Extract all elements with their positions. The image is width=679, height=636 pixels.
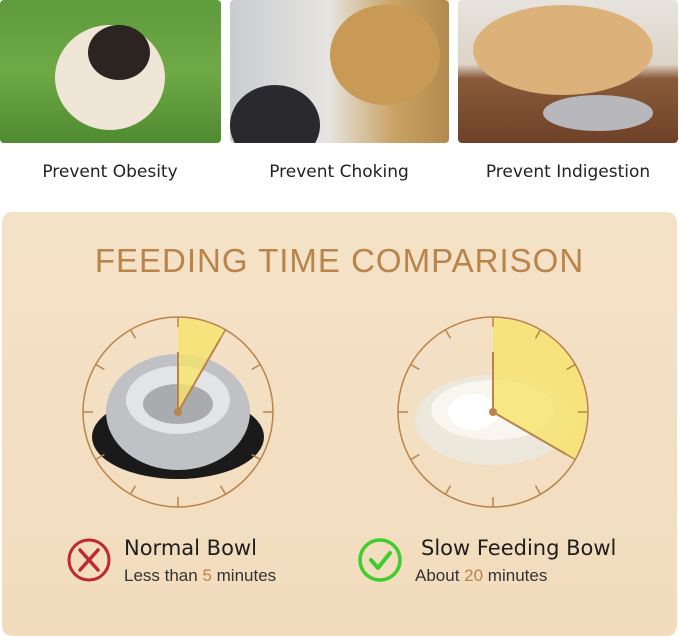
time-wedge [178,318,225,412]
slow-bowl-time: About 20 minutes [415,566,548,585]
clock-tick [219,329,227,339]
clock-center [489,408,497,416]
clock-tick [410,453,420,461]
comparison-title: FEEDING TIME COMPARISON [94,242,585,279]
clock-tick [410,363,420,371]
labrador-photo [458,0,678,143]
slow-bowl-label: Slow Feeding Bowl [421,536,617,560]
clock-tick [534,485,542,495]
slow-bowl-clock [397,316,589,508]
clock-hand [492,411,568,456]
clock-tick [251,453,261,461]
clock-tick [129,329,137,339]
clock-center [174,408,182,416]
check-circle-icon [358,538,402,582]
x-circle-icon [67,538,111,582]
clock-tick [129,485,137,495]
benefit-label: Prevent Indigestion [485,162,651,182]
clock-tick [534,329,542,339]
clock-tick [444,329,452,339]
clock-tick [251,363,261,371]
time-wedge [493,318,587,459]
clock-tick [444,485,452,495]
clock-tick [219,485,227,495]
retriever-photo [230,0,449,143]
normal-bowl-label: Normal Bowl [124,536,257,560]
clock-tick [566,363,576,371]
benefit-label: Prevent Obesity [42,162,178,182]
clock-tick [95,453,105,461]
clock-tick [566,453,576,461]
pug-photo [0,0,221,143]
clock-tick [95,363,105,371]
clock-hand [177,337,222,413]
normal-bowl-clock [82,316,274,508]
normal-bowl-time: Less than 5 minutes [124,566,277,585]
benefit-label: Prevent Choking [269,162,409,182]
